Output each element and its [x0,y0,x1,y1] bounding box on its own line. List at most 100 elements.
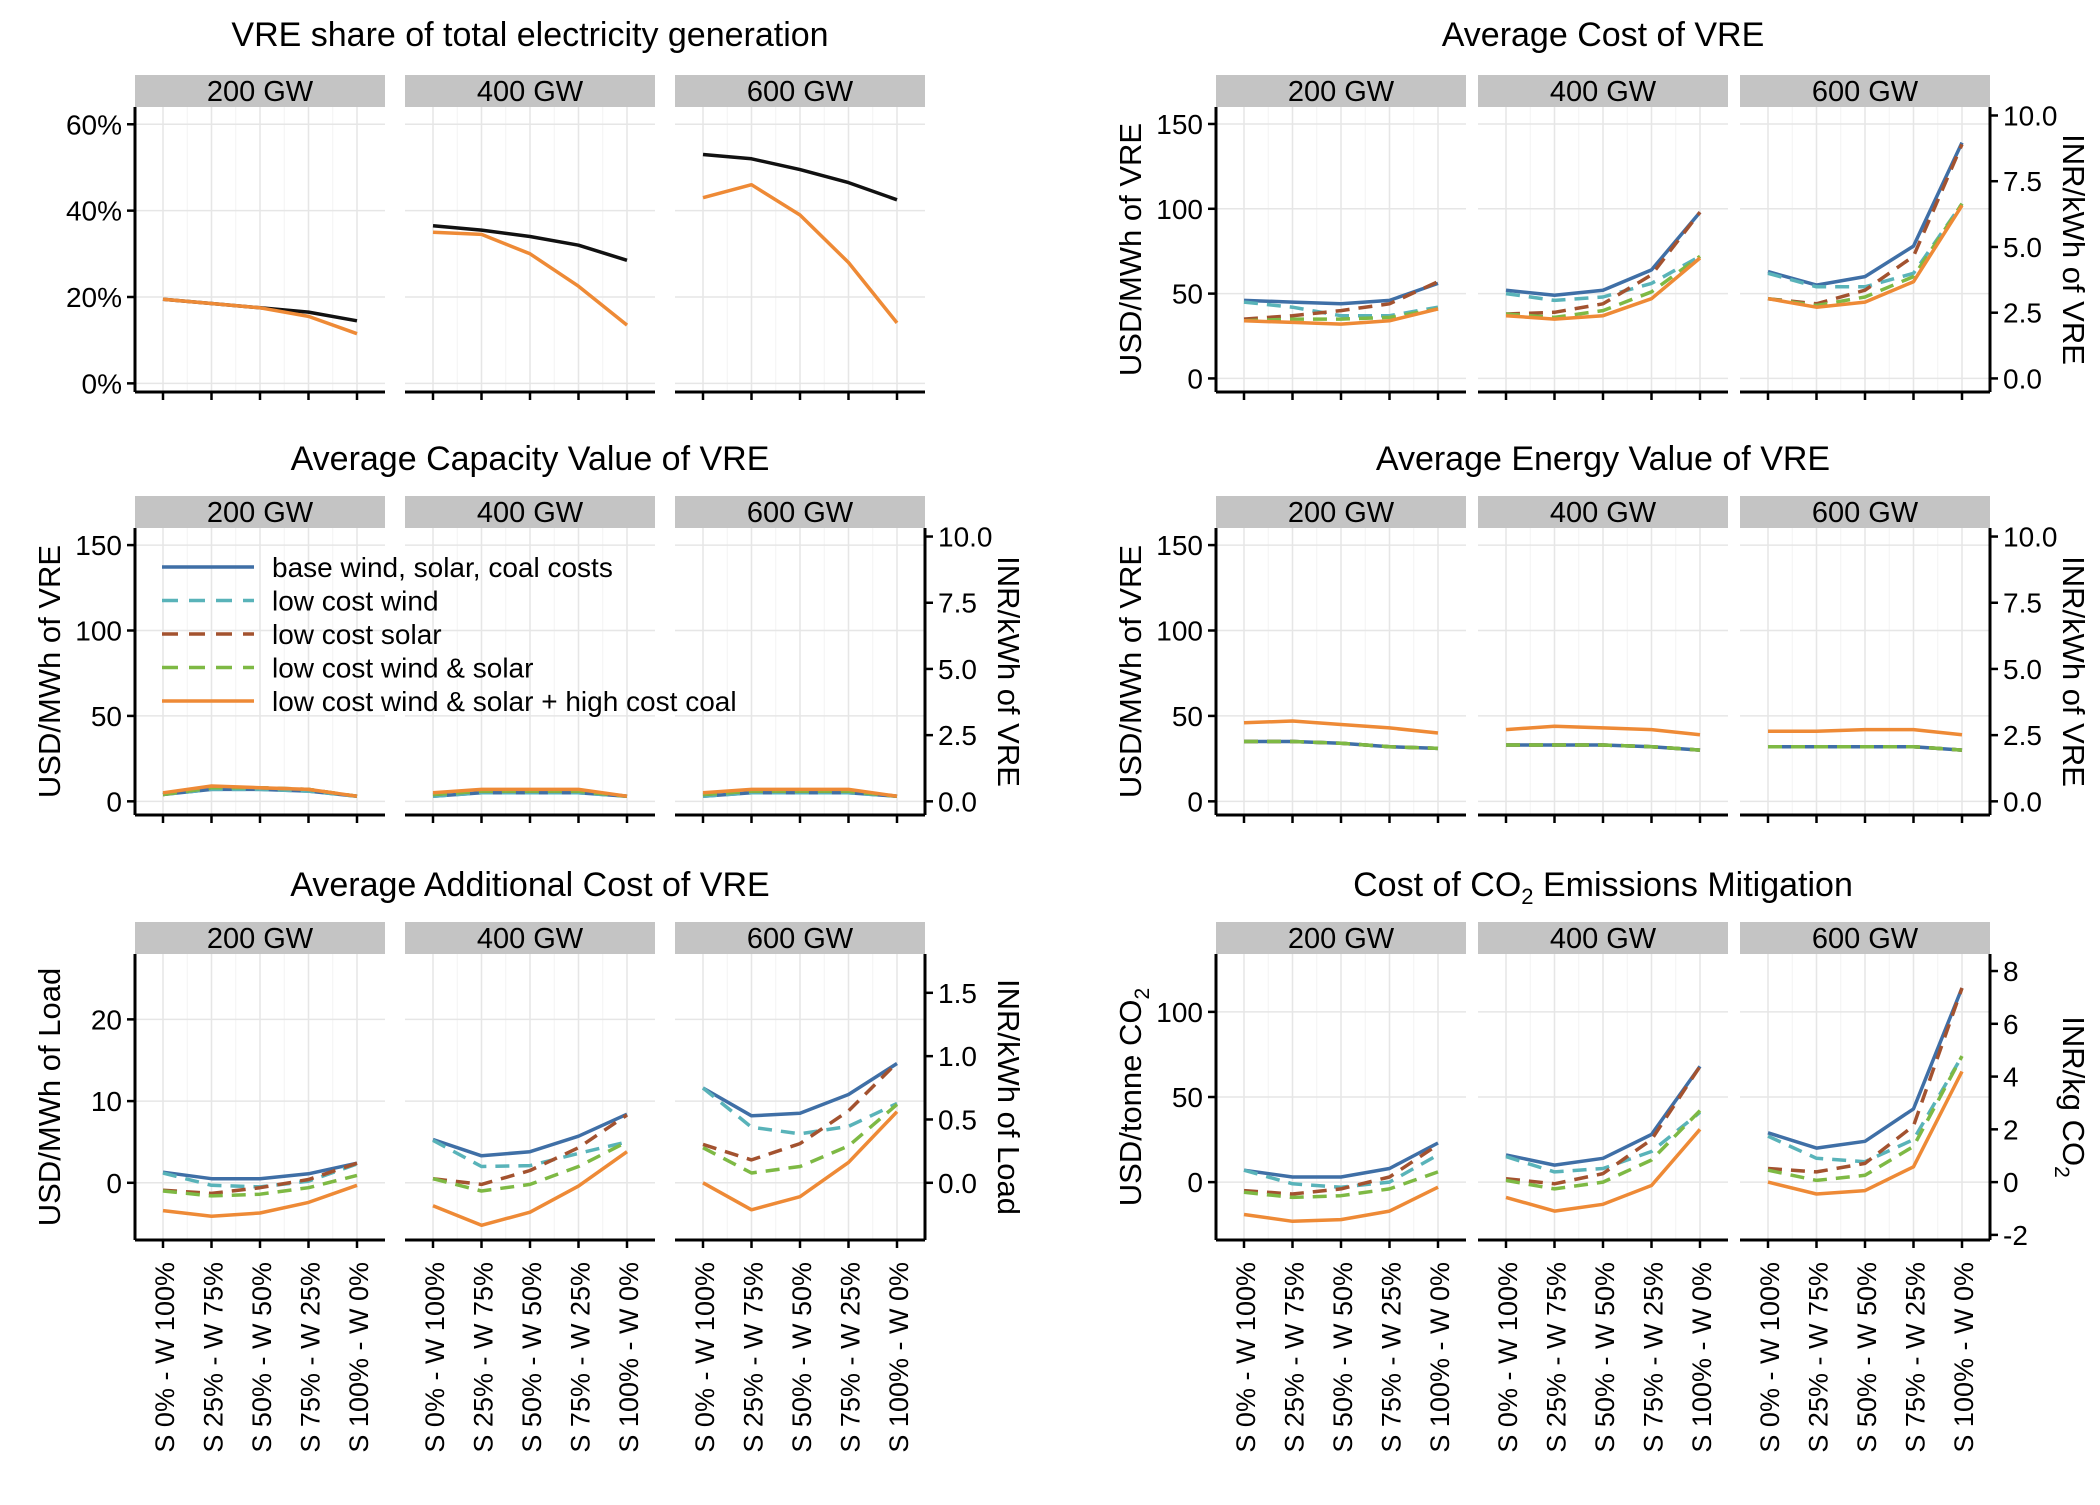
x-tick-label: S 0% - W 100% [1493,1262,1523,1453]
facet-label: 200 GW [1288,76,1395,108]
y-axis-label-subscript: 2 [1131,988,1154,1000]
facet-label: 600 GW [747,76,854,108]
x-tick-label: S 50% - W 50% [787,1262,817,1453]
y-axis-left: 0 50 100 150 USD/MWh of VRE [1113,107,1218,394]
chart-title: Average Cost of VRE [1442,16,1765,54]
legend-label: low cost wind & solar + high cost coal [272,686,737,717]
series-line-share [702,152,898,202]
series-line-low_ws_high_coal [1767,1070,1964,1196]
series-line-low_ws [1505,1109,1702,1191]
facet-panel-3: 600 GW S 0% - W 100% S 25% - W 75% S 50% - … [675,922,925,1453]
y-tick-label: 0 [1187,1167,1203,1198]
series-line-low_ws_high_coal [1505,724,1701,737]
y-tick-label: 150 [1156,109,1203,140]
series-line-base [1767,987,1964,1150]
x-tick-label: S 0% - W 100% [1231,1262,1261,1453]
legend-label: low cost wind [272,586,439,617]
y-axis-label: USD/MWh of Load [32,968,67,1226]
y2-tick-label: 0.0 [938,1168,977,1199]
y-tick-label: 60% [66,109,122,140]
series-line-low_ws_high_coal [702,182,899,324]
facet-label: 200 GW [1288,497,1395,529]
facet-label: 200 GW [207,923,314,955]
x-tick-label: S 50% - W 50% [247,1262,277,1453]
series-line-low_solar [1767,987,1964,1174]
series-line-low_wind [432,1138,628,1169]
facet-strip [1216,75,1466,107]
x-tick-label: S 75% - W 25% [1377,1262,1407,1453]
y2-tick-label: 10.0 [2003,100,2058,131]
facet-label: 400 GW [477,923,584,955]
x-tick-label: S 100% - W 0% [1687,1262,1717,1453]
x-tick-label: S 25% - W 75% [469,1262,499,1453]
series-line-low_solar [162,1161,358,1196]
facet-strip [1216,496,1466,528]
series-line-low_ws [162,1173,358,1198]
y-tick-label: 40% [66,196,122,227]
facet-label: 200 GW [207,76,314,108]
y2-tick-label: 10.0 [938,522,993,553]
chart-1: VRE share of total electricity generatio… [66,16,925,400]
y-axis-label: USD/tonne CO2 [1113,988,1154,1206]
y-tick-label: 150 [75,530,122,561]
y2-tick-label: 4 [2003,1062,2019,1093]
series-line-low_ws_high_coal [162,1183,358,1219]
y-tick-label: 20 [91,1004,122,1035]
chart-6: Cost of CO2 Emissions Mitigation 200 GW S … [1113,866,2091,1453]
y-tick-label: 0% [82,368,122,399]
x-tick-label: S 0% - W 100% [690,1262,720,1453]
series-line-low_ws_high_coal [1768,727,1963,737]
series-line-low_wind [1767,202,1964,289]
facet-strip [405,75,655,107]
series-line-low_solar [1505,211,1702,316]
y2-tick-label: 2 [2003,1114,2019,1145]
x-tick-label: S 100% - W 0% [1425,1262,1455,1453]
x-tick-label: S 75% - W 25% [296,1262,326,1453]
y-axis-left: 0 10 20 USD/MWh of Load [32,954,137,1240]
x-tick-label: S 25% - W 75% [1804,1262,1834,1453]
chart-2: Average Cost of VRE 200 GW 400 GW 600 GW 0 50… [1113,16,2091,400]
x-tick-label: S 25% - W 75% [1542,1262,1572,1453]
facet-label: 600 GW [1812,76,1919,108]
facet-strip [1740,922,1990,954]
series-line-low_ws [702,1103,899,1175]
x-tick-label: S 50% - W 50% [1590,1262,1620,1453]
facet-panel-2: 400 GW [1478,496,1728,823]
facet-panel-2: 400 GW S 0% - W 100% S 25% - W 75% S 50% - … [1478,922,1728,1453]
y2-tick-label: 1.5 [938,978,977,1009]
facet-label: 400 GW [1550,497,1657,529]
chart-title: VRE share of total electricity generatio… [231,16,828,54]
y-tick-label: 0 [1187,363,1203,394]
facet-panel-1: 200 GW [135,75,385,400]
chart-title-rest: Emissions Mitigation [1534,866,1853,904]
series-line-low_ws [1768,744,1963,752]
x-tick-label: S 100% - W 0% [884,1262,914,1453]
y2-tick-label: 2.5 [2003,298,2042,329]
x-tick-label: S 25% - W 75% [1280,1262,1310,1453]
y2-tick-label: 5.0 [2003,654,2042,685]
x-tick-label: S 50% - W 50% [517,1262,547,1453]
facet-label: 600 GW [747,497,854,529]
x-tick-label: S 75% - W 25% [836,1262,866,1453]
y2-tick-label: 0.5 [938,1104,977,1135]
y2-tick-label: 6 [2003,1009,2019,1040]
y2-tick-label: 0.0 [2003,786,2042,817]
facet-strip [675,922,925,954]
facet-panel-1: 200 GW S 0% - W 100% S 25% - W 75% S 50% - … [135,922,385,1453]
x-tick-label: S 25% - W 75% [199,1262,229,1453]
y-tick-label: 100 [1156,194,1203,225]
series-line-base [432,1112,628,1158]
series-line-low_ws_high_coal [1243,719,1439,735]
y2-tick-label: 10.0 [2003,522,2058,553]
facet-strip [1740,496,1990,528]
y-tick-label: 20% [66,282,122,313]
facet-label: 400 GW [1550,923,1657,955]
facet-strip [1478,922,1728,954]
facet-strip [675,496,925,528]
facet-panel-2: 400 GW [405,496,655,823]
